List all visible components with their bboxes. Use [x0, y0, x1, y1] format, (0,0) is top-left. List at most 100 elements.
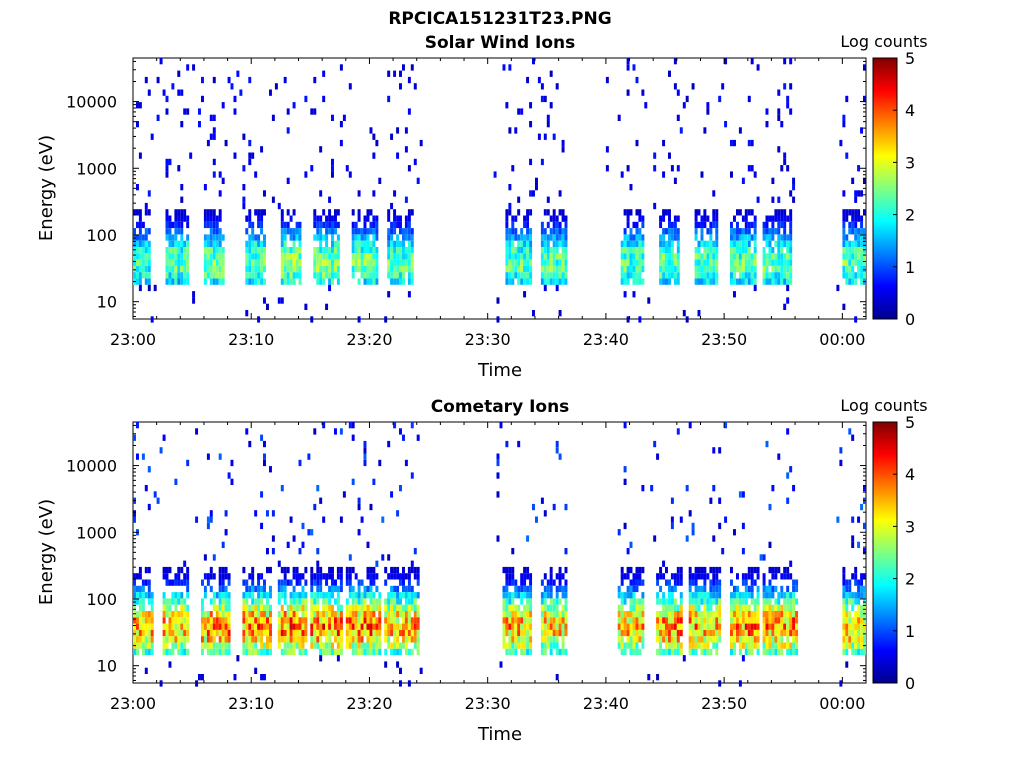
heatmap-cell [733, 529, 736, 536]
heatmap-cell [632, 278, 636, 285]
heatmap-cell [212, 623, 216, 630]
heatmap-cell [694, 215, 698, 222]
heatmap-cell [351, 598, 355, 605]
heatmap-cell [168, 648, 172, 656]
heatmap-cell [552, 265, 556, 273]
heatmap-cell [662, 573, 666, 580]
heatmap-cell [703, 272, 707, 279]
heatmap-cell [363, 459, 367, 467]
heatmap-cell [144, 592, 148, 599]
heatmap-cell [502, 636, 506, 643]
heatmap-cell [147, 503, 151, 511]
heatmap-cell [863, 64, 866, 71]
heatmap-cell [765, 636, 769, 643]
heatmap-cell [325, 598, 329, 605]
heatmap-cell [369, 585, 373, 593]
heatmap-cell [144, 240, 148, 247]
heatmap-cell [712, 190, 716, 197]
heatmap-cell [271, 196, 275, 203]
heatmap-cell [691, 642, 695, 649]
heatmap-cell [694, 228, 698, 235]
heatmap-cell [774, 253, 778, 260]
heatmap-cell [676, 629, 680, 637]
heatmap-cell [339, 579, 343, 586]
heatmap-cell [635, 221, 639, 229]
heatmap-cell [168, 629, 172, 637]
heatmap-cell [212, 221, 216, 229]
heatmap-cell [310, 604, 314, 611]
heatmap-cell [218, 623, 222, 630]
heatmap-cell [203, 209, 207, 216]
heatmap-cell [549, 598, 553, 605]
y-tick-label: 10 [97, 293, 117, 312]
heatmap-cell [413, 642, 417, 649]
heatmap-cell [786, 297, 790, 304]
heatmap-cell [709, 629, 713, 637]
heatmap-cell [730, 642, 733, 649]
heatmap-cell [744, 598, 748, 605]
heatmap-cell [558, 310, 562, 317]
heatmap-cell [286, 228, 290, 235]
heatmap-cell [298, 636, 302, 643]
heatmap-cell [632, 585, 636, 593]
heatmap-cell [260, 611, 264, 618]
heatmap-cell [505, 629, 509, 637]
heatmap-cell [254, 278, 258, 285]
heatmap-cell [842, 636, 846, 643]
heatmap-cell [747, 585, 751, 593]
heatmap-cell [744, 259, 748, 266]
heatmap-cell [266, 566, 269, 574]
heatmap-cell [286, 617, 290, 624]
heatmap-cell [552, 598, 556, 605]
heatmap-cell [416, 623, 420, 630]
heatmap-cell [857, 259, 861, 266]
heatmap-cell [632, 636, 636, 643]
heatmap-cell [369, 592, 373, 599]
heatmap-cell [387, 265, 391, 273]
heatmap-cell [171, 234, 175, 241]
heatmap-cell [174, 617, 178, 624]
heatmap-cell [242, 604, 246, 611]
heatmap-cell [283, 272, 287, 279]
heatmap-cell [369, 611, 373, 618]
heatmap-cell [750, 579, 754, 586]
heatmap-cell [511, 278, 515, 285]
heatmap-cell [780, 240, 784, 247]
heatmap-cell [251, 265, 255, 273]
heatmap-cell [144, 667, 148, 674]
heatmap-cell [277, 592, 281, 599]
heatmap-cell [656, 623, 660, 630]
heatmap-cell [410, 623, 414, 630]
heatmap-cell [133, 636, 136, 643]
heatmap-cell [331, 611, 334, 618]
heatmap-cell [839, 139, 843, 147]
heatmap-cell [744, 253, 748, 260]
heatmap-cell [357, 234, 361, 241]
heatmap-cell [180, 636, 184, 643]
heatmap-cell [733, 648, 736, 656]
heatmap-cell [413, 611, 417, 618]
heatmap-cell [269, 648, 272, 656]
heatmap-cell [212, 171, 216, 178]
heatmap-cell [171, 636, 175, 643]
heatmap-cell [860, 642, 864, 649]
heatmap-cell [768, 253, 772, 260]
heatmap-cell [670, 642, 674, 649]
heatmap-cell [393, 253, 397, 260]
heatmap-cell [511, 221, 515, 229]
heatmap-cell [744, 278, 748, 285]
heatmap-cell [186, 604, 190, 611]
heatmap-cell [765, 648, 769, 656]
heatmap-cell [762, 623, 766, 630]
heatmap-cell [313, 579, 317, 586]
heatmap-cell [718, 629, 722, 637]
heatmap-cell [360, 642, 364, 649]
heatmap-cell [741, 655, 745, 662]
heatmap-cell [756, 629, 760, 637]
heatmap-cell [783, 209, 787, 216]
heatmap-cell [390, 491, 394, 498]
heatmap-cell [286, 253, 290, 260]
heatmap-cell [526, 209, 530, 216]
heatmap-cell [180, 611, 184, 618]
heatmap-cell [851, 209, 855, 216]
